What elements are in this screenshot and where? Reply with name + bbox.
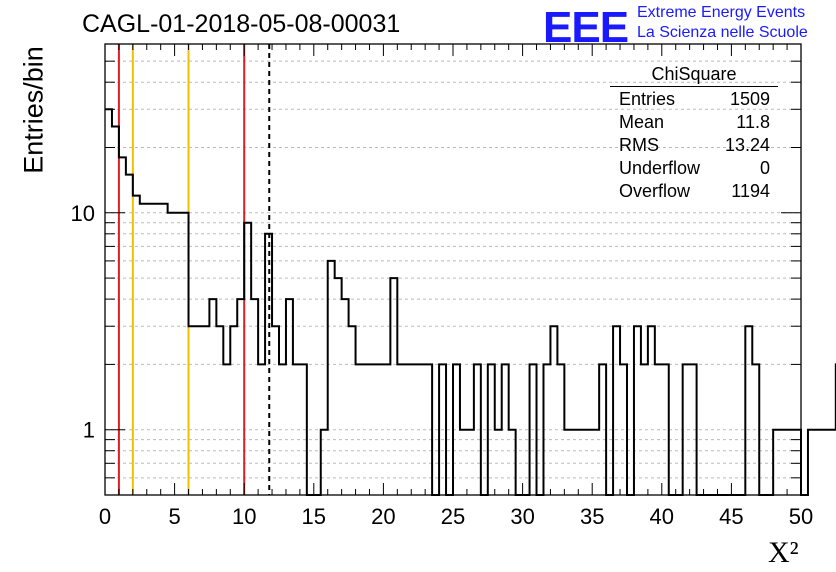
logo-line2: La Scienza nelle Scuole — [637, 24, 808, 41]
eee-logo: EEE — [543, 3, 629, 52]
stats-title: ChiSquare — [610, 64, 778, 87]
logo-line1: Extreme Energy Events — [637, 4, 806, 21]
y-axis-label: Entries/bin — [18, 46, 49, 174]
x-tick-label: 10 — [232, 504, 256, 529]
stats-value: 1194 — [731, 181, 770, 201]
stats-label: Underflow — [619, 158, 701, 178]
x-tick-label: 35 — [580, 504, 604, 529]
stats-value: 11.8 — [736, 112, 770, 132]
reference-lines — [117, 44, 271, 495]
stats-label: RMS — [619, 135, 659, 155]
x-tick-label: 20 — [371, 504, 395, 529]
stats-row-mean: Mean 11.8 — [610, 111, 778, 134]
stats-label: Entries — [619, 89, 676, 109]
x-tick-label: 15 — [302, 504, 326, 529]
stats-label: Overflow — [619, 181, 691, 201]
x-axis-label: X² — [768, 536, 799, 569]
y-tick-label: 1 — [83, 418, 95, 443]
y-tick-label: 10 — [71, 201, 95, 226]
stats-box: ChiSquare Entries 1509 Mean 11.8 RMS 13.… — [610, 64, 778, 203]
x-tick-label: 50 — [789, 504, 813, 529]
x-tick-label: 40 — [650, 504, 674, 529]
x-tick-label: 5 — [168, 504, 180, 529]
x-tick-label: 0 — [99, 504, 111, 529]
tick-labels: 0 5 10 15 20 25 30 35 40 45 50 1 10 — [71, 201, 814, 529]
stats-label: Mean — [619, 112, 665, 132]
x-tick-label: 30 — [510, 504, 534, 529]
stats-value: 1509 — [729, 89, 770, 109]
x-tick-label: 25 — [441, 504, 465, 529]
stats-value: 0 — [759, 158, 770, 178]
run-title: CAGL-01-2018-05-08-00031 — [82, 10, 401, 38]
stats-row-overflow: Overflow 1194 — [610, 180, 778, 203]
stats-row-entries: Entries 1509 — [610, 88, 778, 111]
stats-value: 13.24 — [724, 135, 770, 155]
stats-row-underflow: Underflow 0 — [610, 157, 778, 180]
axis-ticks — [104, 44, 802, 495]
x-tick-label: 45 — [719, 504, 743, 529]
stats-row-rms: RMS 13.24 — [610, 134, 778, 157]
